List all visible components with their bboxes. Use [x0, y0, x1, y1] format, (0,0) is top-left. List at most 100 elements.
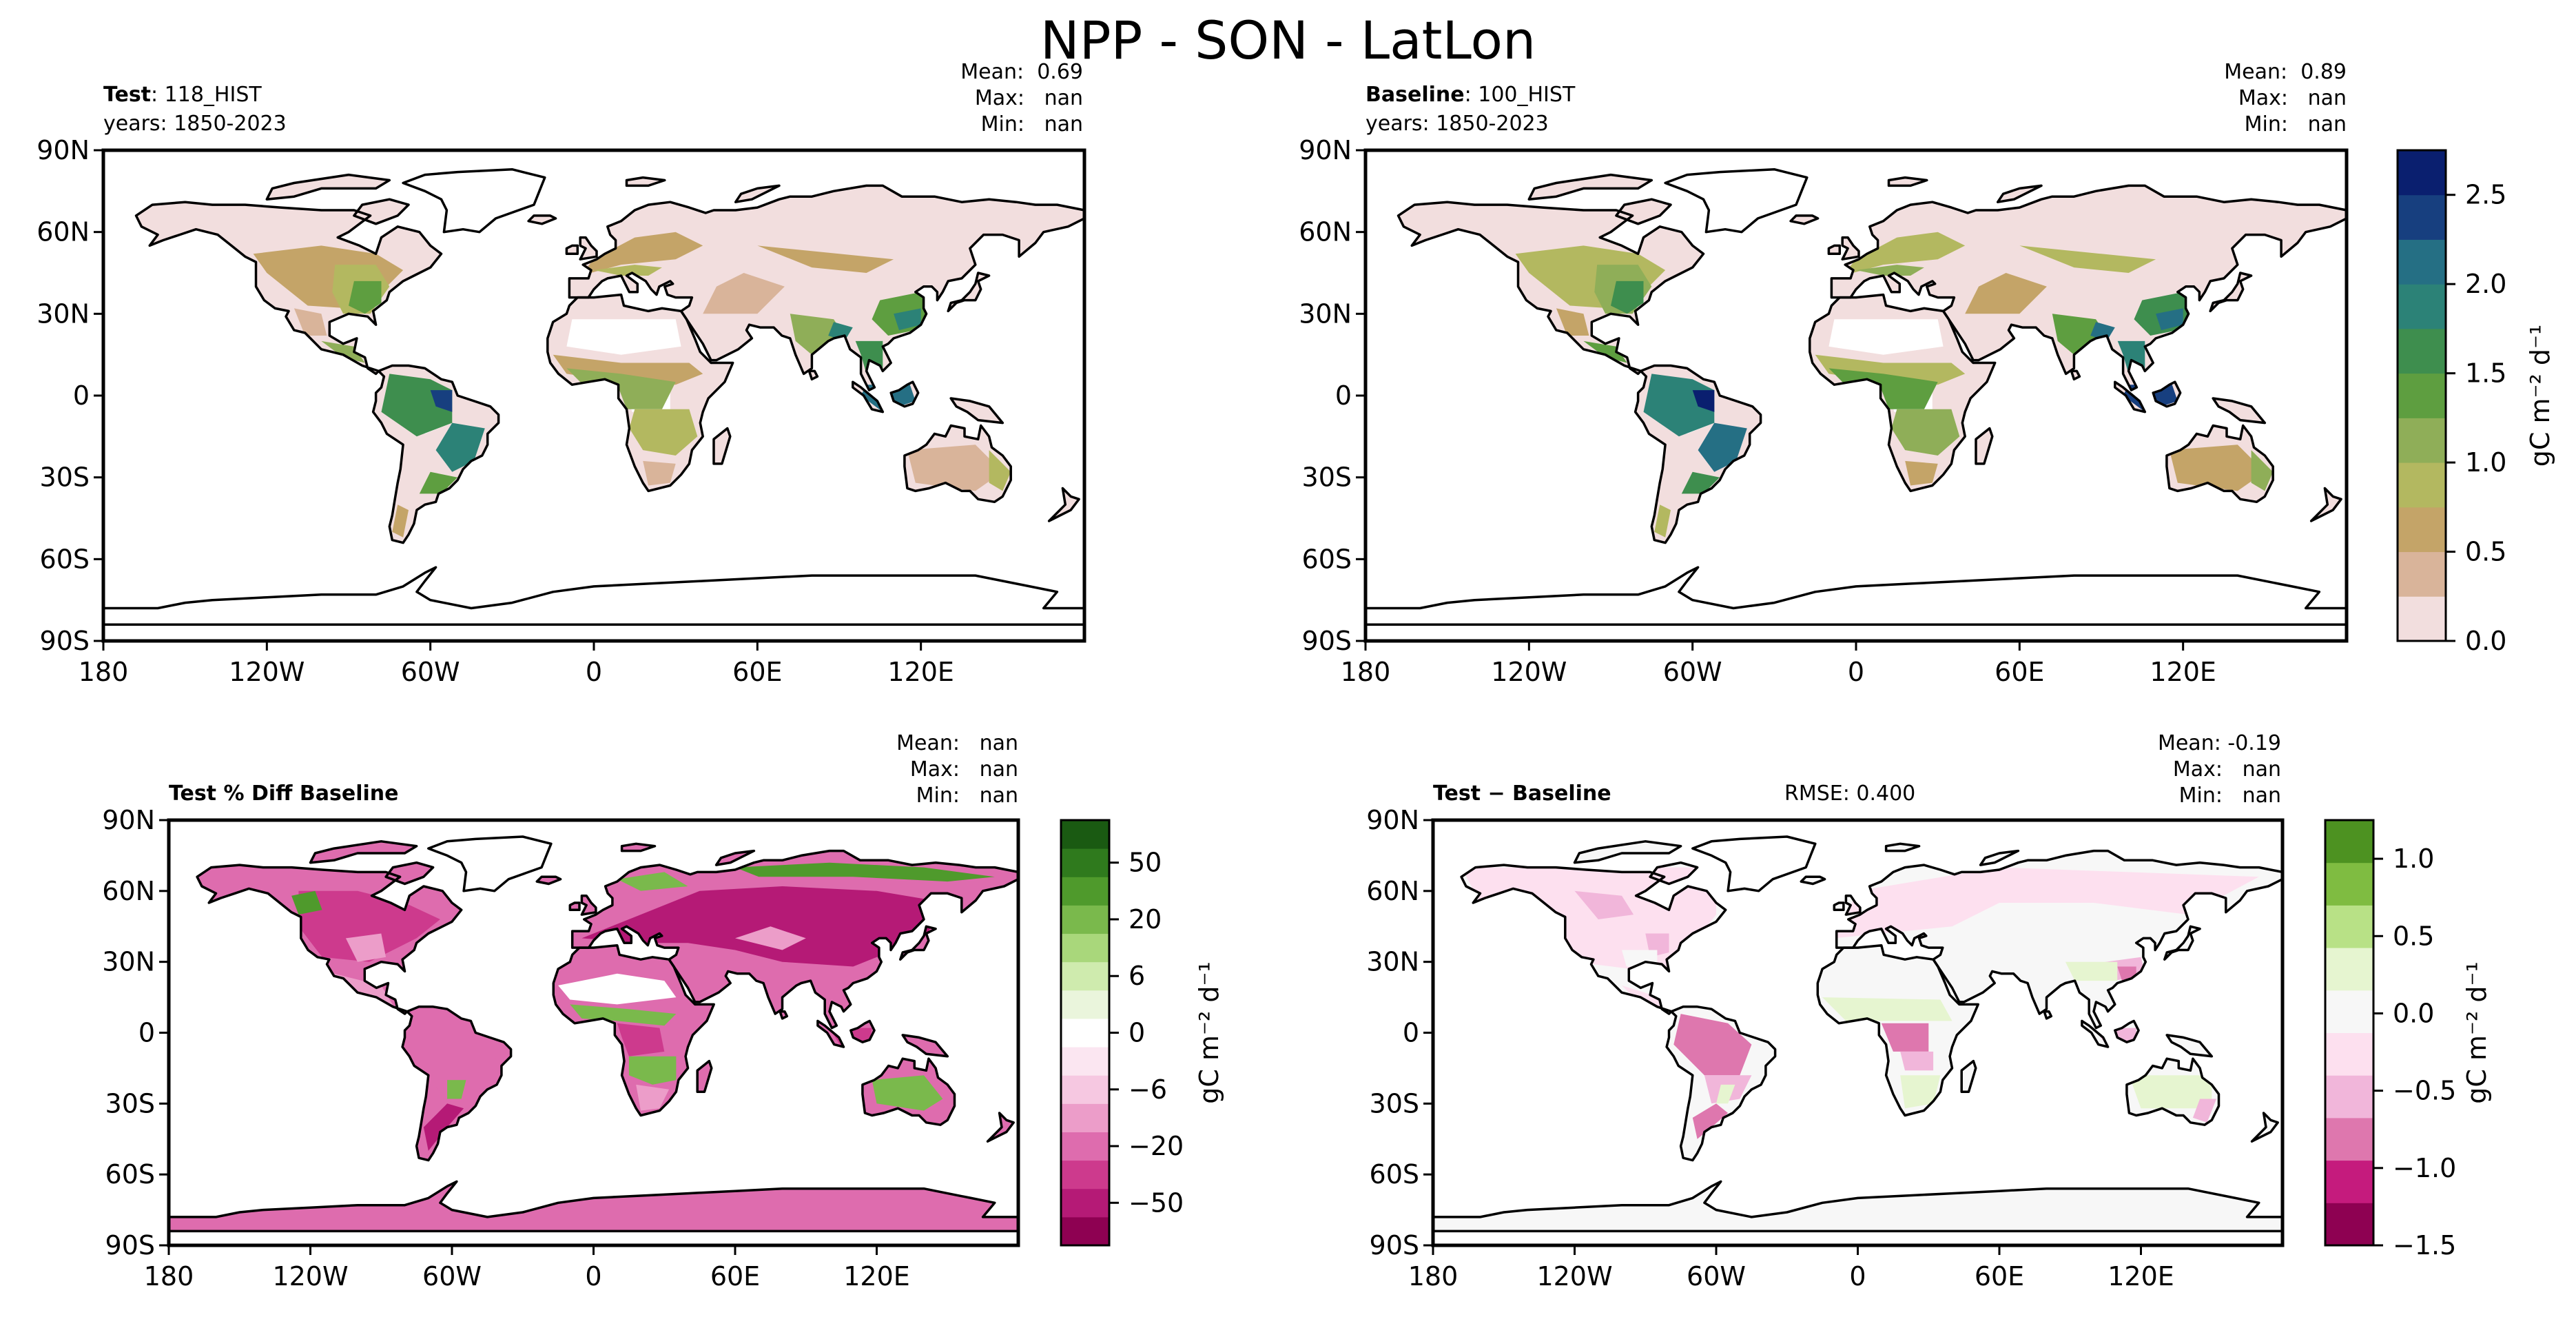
diff-max-row: Max: nan — [2158, 757, 2281, 783]
baseline-value-patch — [2052, 314, 2107, 355]
baseline-years: years: 1850-2023 — [1366, 112, 1549, 136]
pctdiff-colorbar-segment — [1061, 905, 1109, 935]
pctdiff-colorbar-tick-label: 6 — [1129, 961, 1145, 991]
pctdiff-colorbar-segment — [1061, 1018, 1109, 1048]
diff-coastline-nova-zemlya — [1979, 849, 2020, 866]
diff-value-patch — [1900, 1051, 1934, 1071]
baseline-land-fill — [1366, 169, 2347, 625]
baseline-x-tick-label: 60W — [1663, 657, 1722, 687]
baseline-mean-value: 0.89 — [2300, 60, 2347, 84]
pctdiff-mean-row: Mean: nan — [896, 731, 1018, 757]
pctdiff-value-patch — [558, 973, 677, 1005]
pctdiff-colorbar-label: gC m⁻² d⁻¹ — [1194, 961, 1224, 1104]
baseline-coastline-baffin — [1615, 198, 1672, 225]
test-y-tick-label: 90S — [40, 626, 90, 656]
pctdiff-x-tick-label: 120E — [843, 1261, 910, 1292]
diff-coastline-north-america — [1460, 864, 1727, 1015]
test-coastline-japan — [947, 272, 991, 313]
pctdiff-greenland-mask — [428, 837, 551, 891]
baseline-land-base — [1366, 169, 2347, 625]
baseline-colorbar-tick-label: 0.5 — [2465, 537, 2506, 567]
baseline-mean-row: Mean: 0.89 — [2224, 59, 2347, 85]
test-y-tick-label: 30S — [40, 462, 90, 493]
diff-colorbar-segment — [2325, 1117, 2373, 1161]
diff-coastline-japan — [2163, 925, 2201, 961]
diff-x-tick-label: 120W — [1536, 1261, 1612, 1292]
test-x-tick-label: 60E — [732, 657, 782, 687]
diff-mean-value: -0.19 — [2227, 731, 2281, 755]
pctdiff-land-fill — [169, 837, 1018, 1232]
diff-mean-label: Mean: — [2157, 731, 2221, 755]
test-coastline-south-america — [371, 364, 500, 544]
pctdiff-y-tick-label: 90S — [105, 1230, 155, 1260]
diff-y-tick-label: 60N — [1366, 876, 1419, 906]
test-value-patch — [566, 368, 676, 409]
test-land-base — [103, 169, 1084, 625]
pctdiff-value-patch — [423, 1103, 464, 1151]
baseline-coastline-new-guinea — [2212, 397, 2267, 425]
pctdiff-colorbar-segment — [1061, 990, 1109, 1019]
pctdiff-colorbar-segment — [1061, 1047, 1109, 1076]
baseline-colorbar-segment — [2398, 551, 2446, 597]
test-coastline-sri-lanka — [807, 369, 819, 381]
pctdiff-x-tick-label: 60W — [422, 1261, 482, 1292]
test-coastline-north-america — [134, 201, 443, 376]
baseline-colorbar-frame — [2396, 149, 2447, 642]
baseline-x-tick-label: 180 — [1341, 657, 1391, 687]
test-y-tick-label: 60S — [40, 544, 90, 574]
test-value-patch — [757, 245, 894, 273]
pctdiff-max-label: Max: — [909, 757, 960, 782]
pctdiff-max-row: Max: nan — [896, 757, 1018, 783]
diff-panel-title: Test − Baseline — [1433, 782, 1611, 806]
baseline-value-patch — [1643, 374, 1715, 437]
pctdiff-coastline-sri-lanka — [779, 1010, 789, 1020]
pctdiff-y-tick-label: 30S — [105, 1088, 155, 1119]
pctdiff-value-patch — [872, 1075, 943, 1111]
baseline-colorbar: 0.0 0.5 1.0 1.5 2.0 2.5 gC m⁻² d⁻¹ — [2396, 149, 2555, 656]
baseline-colorbar-tick-label: 1.0 — [2465, 447, 2506, 478]
test-value-patch — [828, 322, 853, 341]
baseline-max-row: Max: nan — [2224, 85, 2347, 112]
test-coastline-iceland — [527, 214, 557, 225]
diff-x-tick-label: 60W — [1687, 1261, 1746, 1292]
pctdiff-colorbar-segment — [1061, 1103, 1109, 1132]
pctdiff-value-patch — [345, 933, 387, 962]
baseline-coastline-greenland — [1664, 167, 1809, 234]
test-coastline-sumatra — [852, 380, 885, 414]
diff-x-tick-label: 120E — [2108, 1261, 2174, 1292]
test-value-patch — [293, 308, 327, 336]
test-value-patch — [349, 280, 382, 314]
pctdiff-coastline-greenland — [427, 835, 553, 892]
pctdiff-y-tick-label: 90N — [102, 805, 155, 835]
baseline-colorbar-tick-label: 1.5 — [2465, 358, 2506, 389]
baseline-y-tick-label: 90S — [1302, 626, 1352, 656]
pctdiff-value-patch — [924, 1103, 953, 1123]
baseline-value-patch — [2156, 308, 2183, 331]
test-mean-label: Mean: — [960, 60, 1024, 84]
baseline-x-tick-label: 120E — [2150, 657, 2216, 687]
pctdiff-colorbar-segment — [1061, 1160, 1109, 1190]
test-y-tick-label: 0 — [73, 380, 90, 411]
diff-colorbar-tick-label: −0.5 — [2393, 1076, 2456, 1106]
baseline-y-tick-label: 0 — [1335, 380, 1352, 411]
pctdiff-coastline-arctic-is1 — [309, 840, 418, 864]
pctdiff-colorbar-segment — [1061, 1075, 1109, 1104]
pctdiff-min-value: nan — [979, 784, 1018, 808]
diff-y-tick-label: 90N — [1366, 805, 1419, 835]
diff-max-value: nan — [2242, 757, 2281, 782]
diff-map: 180 120W 60W 0 60E 120E 90N 60N 30N 0 30S 60S 90S — [1366, 805, 2285, 1292]
baseline-y-tick-label: 30N — [1299, 298, 1352, 329]
baseline-coastline-new-zealand — [2309, 487, 2342, 522]
test-x-tick-label: 0 — [586, 657, 602, 687]
diff-x-tick-label: 60E — [1975, 1261, 2024, 1292]
diff-colorbar-segment — [2325, 820, 2373, 864]
diff-coastline-madagascar — [1960, 1059, 1977, 1093]
test-coastline-nova-zemlya — [734, 184, 781, 203]
test-value-patch — [594, 265, 662, 276]
pctdiff-y-tick-label: 0 — [138, 1018, 155, 1048]
diff-value-patch — [1716, 1084, 1735, 1104]
diff-coastline-sri-lanka — [2043, 1010, 2053, 1020]
diff-min-label: Min: — [2178, 784, 2223, 808]
test-coastline-uk — [579, 236, 598, 261]
figure-title: NPP - SON - LatLon — [1040, 10, 1536, 71]
